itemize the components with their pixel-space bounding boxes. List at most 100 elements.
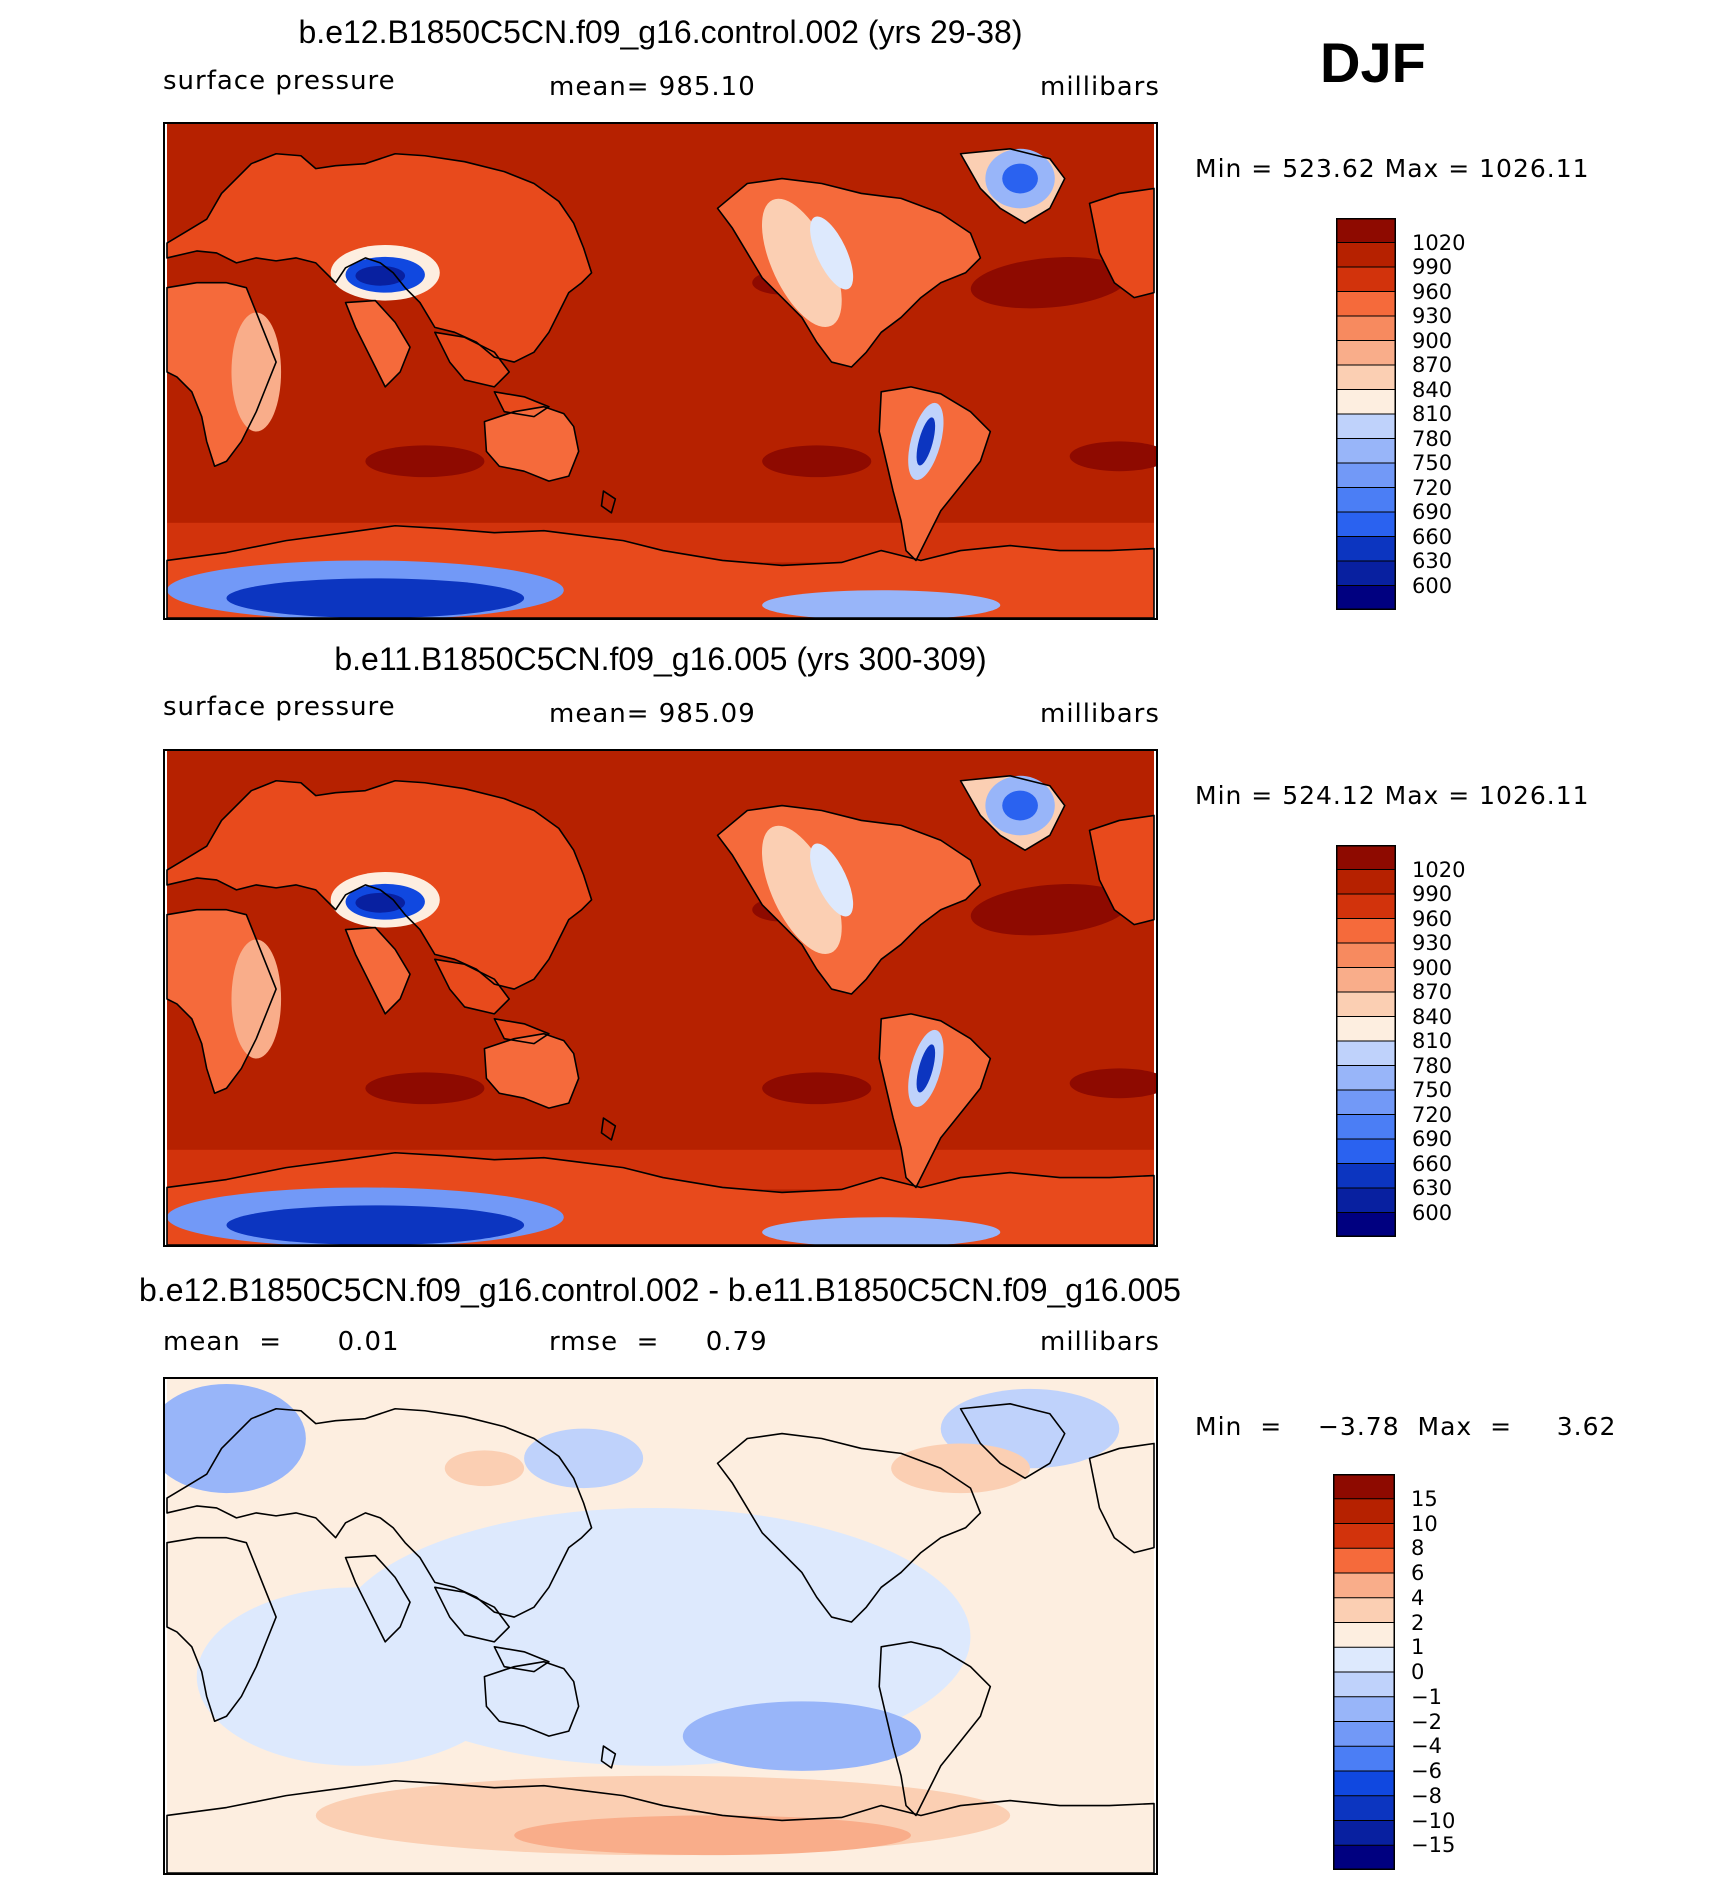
coastline-namerica (716, 1432, 982, 1623)
coastline-greenland (959, 775, 1066, 851)
colorbar-swatch (1336, 414, 1396, 439)
colorbar-swatch (1336, 487, 1396, 513)
panel-2-map-plot (166, 751, 1156, 1245)
highland-tibet-core (355, 265, 406, 286)
coastline-samerica (878, 1013, 992, 1189)
colorbar-swatch (1336, 1090, 1396, 1115)
colorbar-border (1333, 1474, 1395, 1870)
colorbar-swatch (1333, 1523, 1395, 1549)
highland-africa (231, 312, 282, 432)
colorbar-swatch (1333, 1746, 1395, 1772)
colorbar-border (1336, 845, 1396, 1237)
colorbar-tick-label: 780 (1412, 426, 1453, 451)
colorbar-swatch (1333, 1573, 1395, 1599)
colorbar-tick-label: −6 (1411, 1759, 1442, 1783)
high-pressure-cell (970, 257, 1129, 309)
panel-3-title: b.e12.B1850C5CN.f09_g16.control.002 - b.… (139, 1272, 1181, 1308)
positive-anomaly-region (514, 1815, 911, 1856)
colorbar-tick-label: 600 (1412, 573, 1453, 598)
colorbar-swatch (1333, 1672, 1395, 1698)
colorbar-tick-label: 630 (1412, 1176, 1453, 1200)
colorbar-swatch (1336, 585, 1396, 610)
land-south-america (879, 1013, 991, 1188)
colorbar-swatch (1333, 1820, 1395, 1846)
high-pressure-cell (1069, 1068, 1156, 1099)
high-pressure-cell (1069, 441, 1156, 472)
coastline-greenland (959, 1403, 1066, 1479)
colorbar-swatch (1336, 561, 1396, 586)
colorbar-tick-label: 720 (1412, 1102, 1453, 1127)
colorbar-tick-label: 840 (1412, 377, 1453, 402)
panel-2-units-label: millibars (1040, 699, 1160, 729)
negative-anomaly-region (682, 1701, 921, 1771)
colorbar-swatch (1333, 1721, 1395, 1747)
coastline-africa (166, 1536, 277, 1723)
coastline-seasia (434, 331, 550, 418)
panel-1-minmax: Min = 523.62 Max = 1026.11 (1195, 154, 1590, 183)
colorbar-tick-label: 780 (1412, 1053, 1453, 1078)
colorbar-swatch (1333, 1474, 1395, 1500)
colorbar-swatches (1336, 845, 1396, 1237)
colorbar-tick-label: −10 (1411, 1808, 1456, 1833)
panel-2-map (163, 749, 1158, 1247)
coastline-eurasia_right (1088, 1442, 1155, 1554)
coastline-india (344, 1554, 411, 1643)
coastline-samerica (878, 386, 992, 562)
positive-anomaly-region (444, 1450, 525, 1487)
land-australia (484, 406, 579, 482)
colorbar-swatch (1336, 463, 1396, 488)
colorbar-tick-label: 15 (1411, 1486, 1438, 1511)
colorbar-tick-label: 990 (1412, 882, 1453, 906)
colorbar-tick-label: 4 (1411, 1585, 1425, 1610)
panel-1-variable-label: surface pressure (163, 66, 396, 96)
colorbar-swatches (1336, 218, 1396, 610)
colorbar-swatch (1333, 1647, 1395, 1673)
colorbar-swatches (1333, 1474, 1395, 1870)
colorbar-tick-label: −1 (1411, 1684, 1442, 1709)
colorbar-tick-label: 990 (1412, 255, 1453, 279)
coastline-nz (600, 1117, 617, 1141)
coastline-seasia (434, 958, 550, 1045)
highland-rockies (761, 198, 842, 328)
coastline-seasia (434, 1586, 550, 1673)
colorbar-swatch (1336, 1212, 1396, 1237)
land-southeast-asia (434, 959, 549, 1044)
panel-3-map-plot (165, 1379, 1155, 1873)
land-southeast-asia (434, 332, 549, 417)
coastline-eurasia_right (1088, 187, 1155, 299)
colorbar-swatch (1336, 218, 1396, 243)
negative-anomaly-region (524, 1428, 644, 1489)
colorbar-tick-label: 600 (1412, 1200, 1453, 1225)
high-pressure-cell (365, 445, 485, 478)
season-label: DJF (1320, 31, 1426, 94)
colorbar-tick-label: 660 (1412, 1151, 1453, 1176)
highland-andes-core (916, 417, 936, 466)
colorbar-tick-label: 960 (1412, 906, 1453, 931)
panel-1-units-label: millibars (1040, 72, 1160, 102)
high-pressure-cell (762, 1072, 872, 1105)
colorbar-swatch (1333, 1795, 1395, 1821)
panel-3-units-label: millibars (1040, 1327, 1160, 1357)
colorbar-swatch (1336, 1163, 1396, 1189)
colorbar-tick-label: 840 (1412, 1004, 1453, 1029)
colorbar-swatch (1336, 365, 1396, 390)
coastline-nz (600, 1745, 617, 1769)
colorbar-swatch (1333, 1597, 1395, 1623)
colorbar-tick-label: 720 (1412, 475, 1453, 500)
highland-rockies-core (810, 843, 854, 917)
colorbar-tick-label: 690 (1412, 1127, 1453, 1151)
coastline-europe (166, 779, 593, 990)
colorbar-tick-label: 870 (1412, 353, 1453, 377)
antarctic-plateau-core (226, 578, 525, 618)
panel-3-mean-label: mean = 0.01 (163, 1327, 400, 1357)
colorbar-tick-label: 870 (1412, 980, 1453, 1004)
high-pressure-cell (365, 1072, 485, 1105)
antarctic-plateau-core (226, 1205, 525, 1245)
colorbar-swatch (1336, 845, 1396, 870)
highland-africa (231, 939, 282, 1059)
colorbar-swatch (1336, 1114, 1396, 1140)
coastline-africa (166, 908, 277, 1095)
negative-anomaly-region (196, 1587, 515, 1766)
colorbar-swatch (1336, 992, 1396, 1017)
highland-greenland-core (1002, 163, 1038, 194)
